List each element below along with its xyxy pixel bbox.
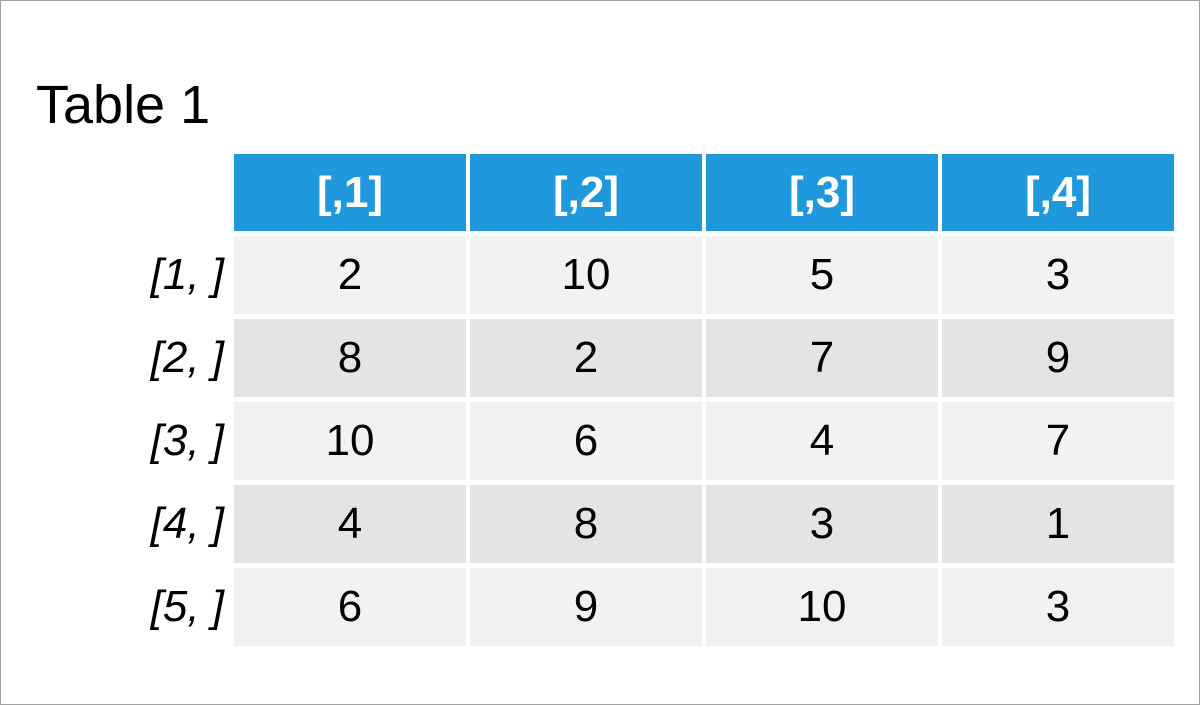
table-cell: 6 xyxy=(234,568,466,646)
row-name: [1, ] xyxy=(150,250,224,299)
table-cell: 10 xyxy=(234,402,466,480)
table-cell: 7 xyxy=(942,402,1174,480)
row-name: [2, ] xyxy=(150,333,224,382)
table-cell: 10 xyxy=(706,568,938,646)
table-cell: 2 xyxy=(234,236,466,314)
table-cell: 8 xyxy=(470,485,702,563)
table-cell: 8 xyxy=(234,319,466,397)
table-cell: 10 xyxy=(470,236,702,314)
table-cell: 3 xyxy=(942,568,1174,646)
table-cell: 4 xyxy=(706,402,938,480)
table-title: Table 1 xyxy=(36,75,211,135)
table-cell: 6 xyxy=(470,402,702,480)
row-name: [3, ] xyxy=(150,416,224,465)
table-cell: 1 xyxy=(942,485,1174,563)
table-cell: 9 xyxy=(470,568,702,646)
row-name: [5, ] xyxy=(150,582,224,631)
table-cell: 7 xyxy=(706,319,938,397)
column-header: [,4] xyxy=(942,154,1174,231)
table-cell: 3 xyxy=(706,485,938,563)
table-cell: 4 xyxy=(234,485,466,563)
column-header: [,3] xyxy=(706,154,938,231)
column-header: [,2] xyxy=(470,154,702,231)
row-name: [4, ] xyxy=(150,499,224,548)
table-cell: 3 xyxy=(942,236,1174,314)
table-cell: 5 xyxy=(706,236,938,314)
table-cell: 2 xyxy=(470,319,702,397)
column-header: [,1] xyxy=(234,154,466,231)
table-cell: 9 xyxy=(942,319,1174,397)
